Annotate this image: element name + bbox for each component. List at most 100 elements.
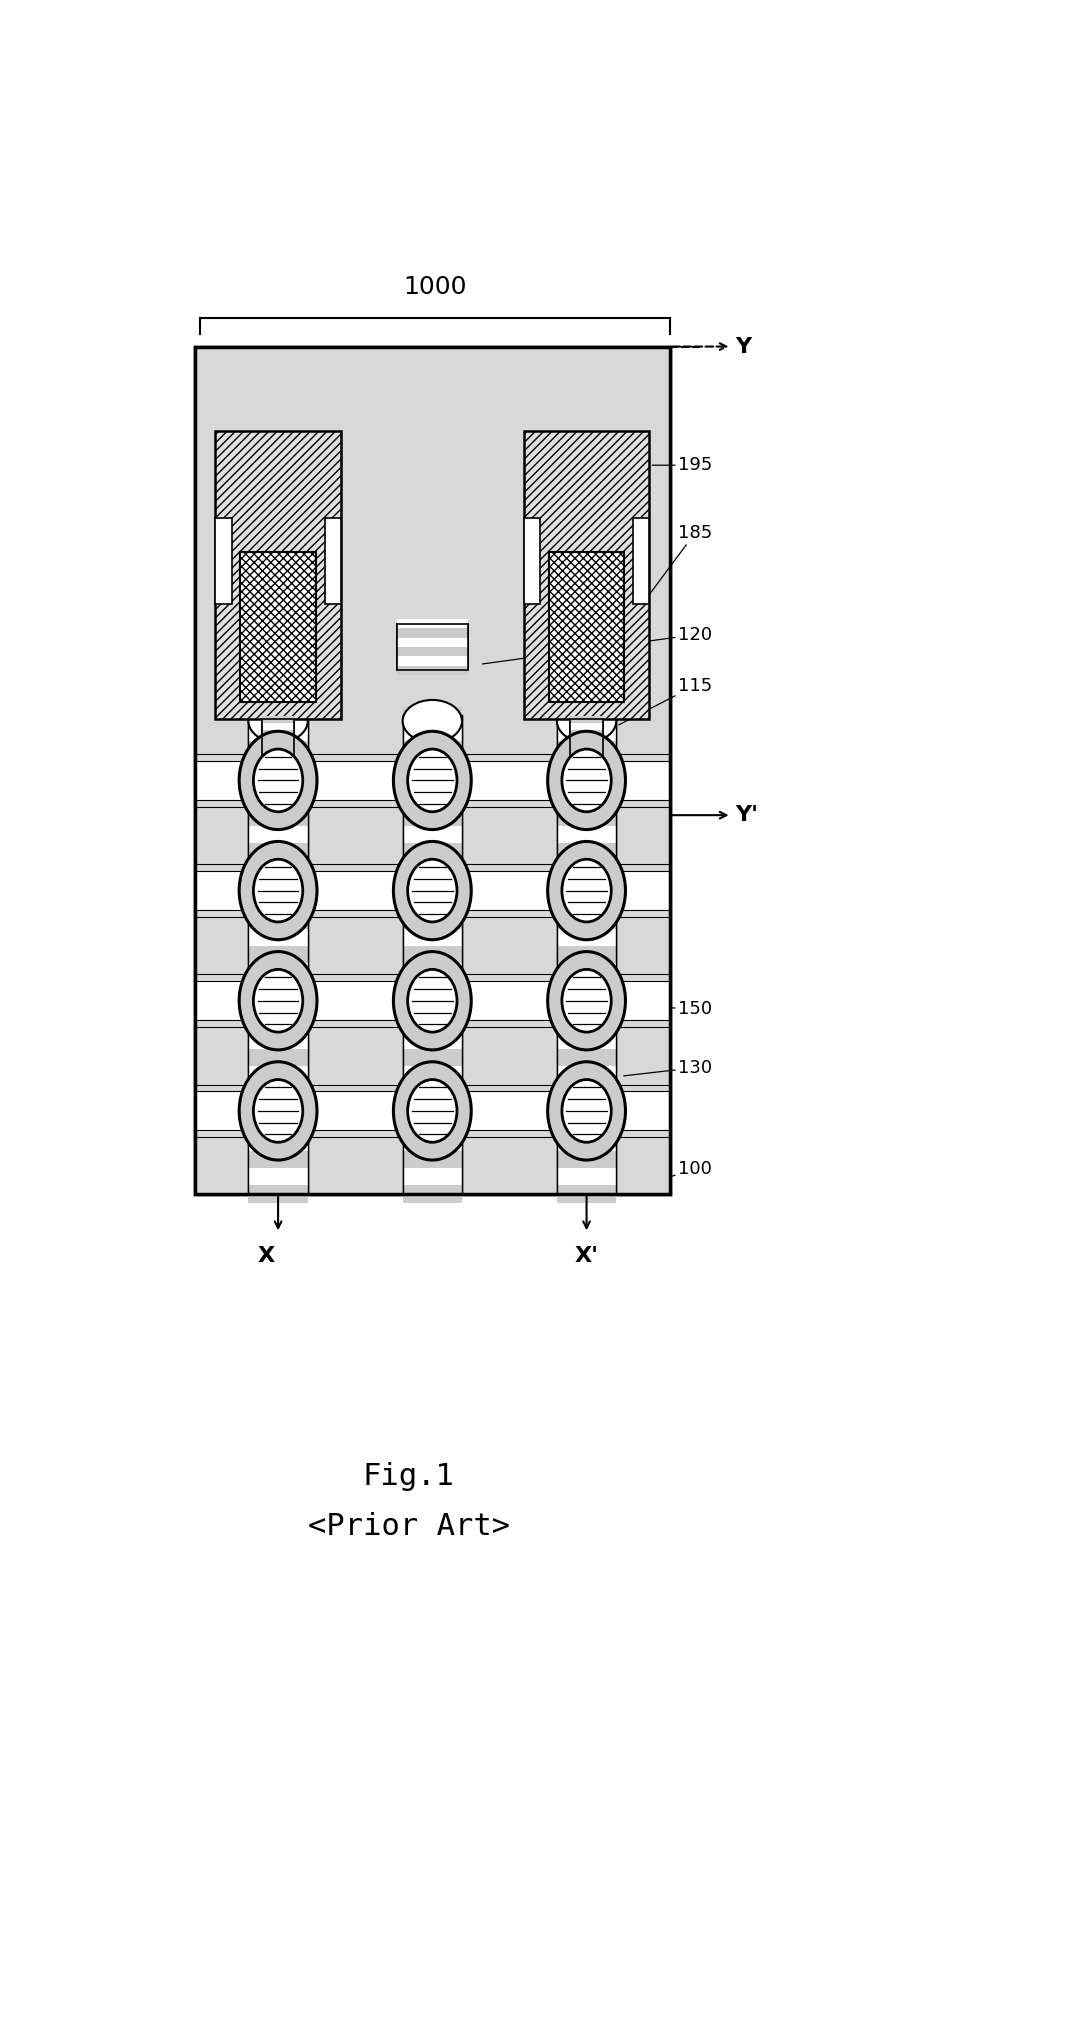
Bar xyxy=(403,715,462,1194)
Bar xyxy=(262,774,294,781)
Bar xyxy=(248,1082,308,1101)
Bar xyxy=(557,715,617,1194)
Bar xyxy=(397,620,468,628)
Bar xyxy=(248,715,308,1194)
Bar xyxy=(403,997,462,1015)
Text: 120: 120 xyxy=(482,626,712,664)
Bar xyxy=(570,774,603,781)
Text: 150: 150 xyxy=(628,1001,712,1019)
Ellipse shape xyxy=(562,750,611,811)
Bar xyxy=(262,723,294,730)
Ellipse shape xyxy=(562,1080,611,1141)
Text: X': X' xyxy=(574,1245,599,1266)
Bar xyxy=(248,742,308,758)
Bar xyxy=(557,742,617,758)
Bar xyxy=(248,911,308,929)
Bar xyxy=(570,715,603,723)
Ellipse shape xyxy=(253,970,302,1031)
Bar xyxy=(557,911,617,929)
Bar xyxy=(262,719,294,776)
Ellipse shape xyxy=(408,1080,457,1141)
Bar xyxy=(241,552,316,703)
Bar xyxy=(262,730,294,738)
Bar xyxy=(403,723,462,742)
Bar xyxy=(570,744,603,752)
Bar xyxy=(557,946,617,964)
Bar xyxy=(462,760,557,801)
Bar xyxy=(248,1186,308,1202)
Bar xyxy=(403,825,462,844)
Ellipse shape xyxy=(547,732,625,829)
Text: 100: 100 xyxy=(672,1160,711,1178)
Bar xyxy=(248,929,308,946)
Bar xyxy=(557,1117,617,1133)
Bar xyxy=(570,752,603,758)
Ellipse shape xyxy=(547,1062,625,1160)
Ellipse shape xyxy=(248,699,308,742)
Ellipse shape xyxy=(240,732,317,829)
Bar xyxy=(403,878,462,895)
Bar xyxy=(403,1186,462,1202)
Bar xyxy=(462,980,557,1021)
Text: 115: 115 xyxy=(619,677,712,726)
Bar xyxy=(557,774,617,793)
Bar xyxy=(403,946,462,964)
Bar xyxy=(397,646,468,656)
Bar xyxy=(403,964,462,980)
Bar xyxy=(262,715,294,723)
Bar xyxy=(403,1101,462,1117)
Bar xyxy=(248,878,308,895)
Bar xyxy=(248,809,308,825)
Bar xyxy=(403,1015,462,1031)
Bar xyxy=(248,793,308,809)
Bar xyxy=(570,758,603,766)
Text: 130: 130 xyxy=(624,1058,712,1076)
Bar xyxy=(262,744,294,752)
Bar xyxy=(617,760,670,801)
Bar xyxy=(570,738,603,744)
Bar xyxy=(262,758,294,766)
Bar xyxy=(248,980,308,997)
Bar xyxy=(195,1084,670,1137)
Bar xyxy=(403,809,462,825)
Bar xyxy=(524,518,540,603)
Text: X: X xyxy=(257,1245,275,1266)
Bar xyxy=(403,715,462,1194)
Bar xyxy=(248,946,308,964)
Bar xyxy=(195,346,670,1194)
Ellipse shape xyxy=(408,860,457,921)
Bar xyxy=(403,860,462,878)
Bar xyxy=(403,844,462,860)
Bar xyxy=(195,346,670,1194)
Bar xyxy=(325,518,341,603)
Text: Y': Y' xyxy=(736,805,758,825)
Bar xyxy=(262,752,294,758)
Bar xyxy=(248,825,308,844)
Bar xyxy=(248,895,308,911)
Text: <Prior Art>: <Prior Art> xyxy=(308,1512,510,1541)
Bar xyxy=(557,1066,617,1082)
Bar xyxy=(195,346,670,1194)
Bar xyxy=(557,1101,617,1117)
Bar xyxy=(403,742,462,758)
Bar xyxy=(617,980,670,1021)
Bar xyxy=(570,719,603,776)
Bar xyxy=(248,964,308,980)
Ellipse shape xyxy=(408,750,457,811)
Bar xyxy=(308,760,403,801)
Bar xyxy=(248,707,308,723)
Ellipse shape xyxy=(562,970,611,1031)
Bar xyxy=(403,1031,462,1050)
Bar xyxy=(403,1151,462,1168)
Bar xyxy=(557,844,617,860)
Bar xyxy=(617,870,670,911)
Ellipse shape xyxy=(253,1080,302,1141)
Ellipse shape xyxy=(393,732,471,829)
Bar xyxy=(548,552,624,703)
Bar xyxy=(248,1031,308,1050)
Ellipse shape xyxy=(253,750,302,811)
Ellipse shape xyxy=(240,1062,317,1160)
Bar xyxy=(557,793,617,809)
Ellipse shape xyxy=(408,970,457,1031)
Ellipse shape xyxy=(403,699,462,742)
